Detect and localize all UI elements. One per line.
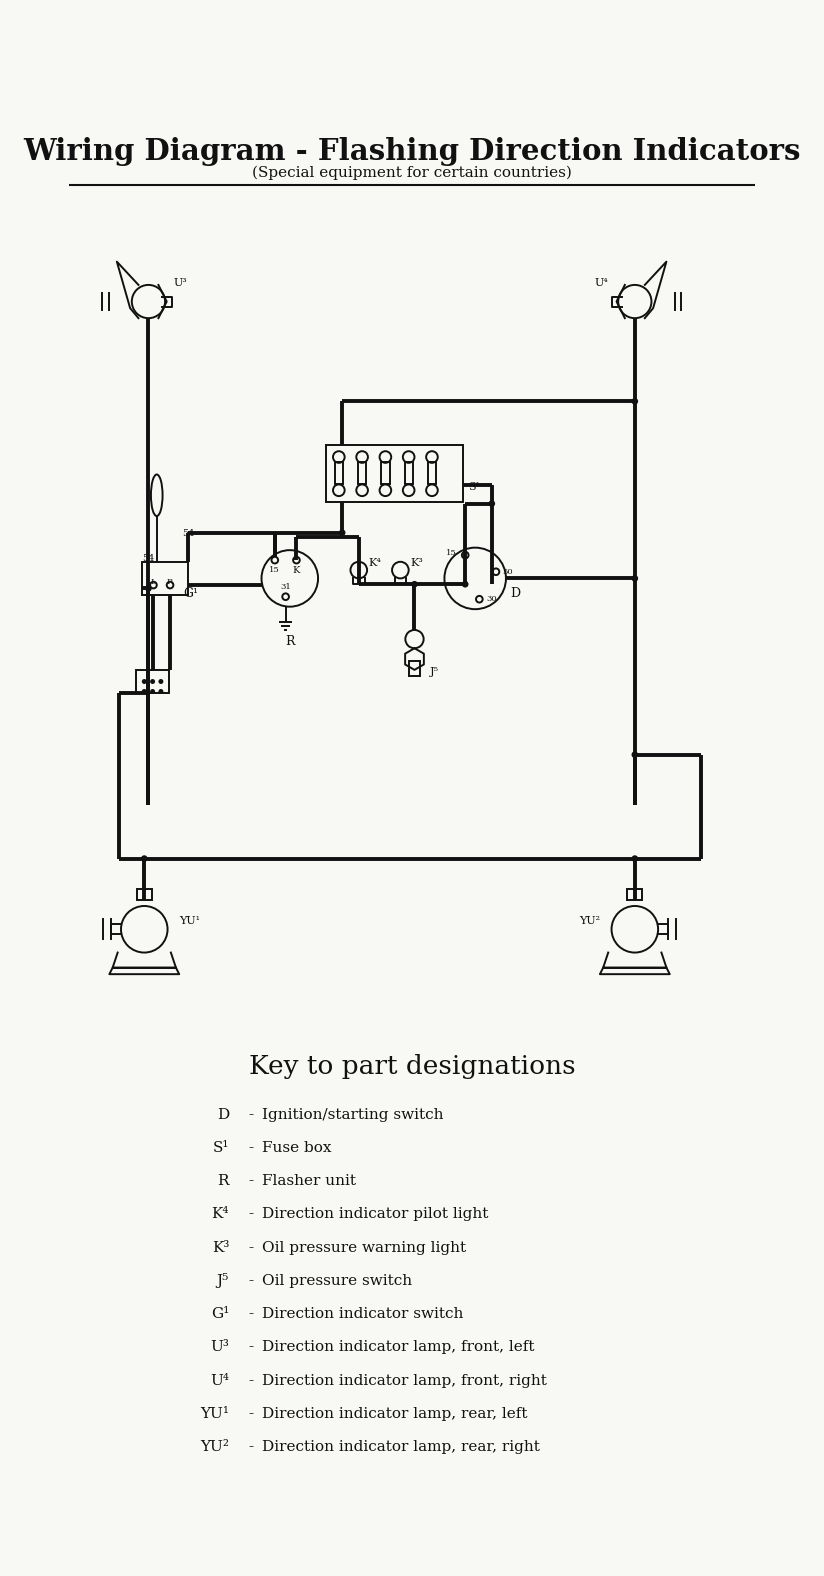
Text: -: - bbox=[248, 1307, 253, 1321]
Circle shape bbox=[339, 530, 345, 536]
Text: 15: 15 bbox=[446, 550, 456, 558]
Text: 50: 50 bbox=[502, 567, 513, 575]
Text: -: - bbox=[248, 1240, 253, 1254]
Text: J⁵: J⁵ bbox=[217, 1273, 229, 1289]
Bar bbox=[325, 446, 463, 501]
Circle shape bbox=[158, 689, 163, 693]
Text: Fuse box: Fuse box bbox=[262, 1141, 332, 1155]
Text: -: - bbox=[248, 1207, 253, 1221]
Bar bbox=[428, 462, 436, 484]
Text: U³: U³ bbox=[173, 279, 187, 288]
Bar bbox=[136, 670, 169, 693]
Text: Wiring Diagram - Flashing Direction Indicators: Wiring Diagram - Flashing Direction Indi… bbox=[23, 137, 801, 167]
Text: R: R bbox=[285, 635, 294, 648]
Text: U⁴: U⁴ bbox=[594, 279, 608, 288]
Text: Direction indicator lamp, rear, right: Direction indicator lamp, rear, right bbox=[262, 1440, 541, 1455]
Text: -: - bbox=[248, 1440, 253, 1455]
Text: K⁴: K⁴ bbox=[369, 558, 382, 569]
Text: D: D bbox=[510, 586, 520, 600]
Text: J⁵: J⁵ bbox=[429, 667, 438, 676]
Text: G¹: G¹ bbox=[211, 1307, 229, 1321]
Text: YU¹: YU¹ bbox=[179, 916, 200, 927]
Circle shape bbox=[158, 679, 163, 684]
Text: -: - bbox=[248, 1273, 253, 1288]
Circle shape bbox=[411, 582, 418, 588]
Circle shape bbox=[462, 582, 469, 588]
Text: YU²: YU² bbox=[200, 1440, 229, 1455]
Text: -: - bbox=[248, 1407, 253, 1422]
Bar bbox=[335, 462, 343, 484]
Text: R: R bbox=[218, 1174, 229, 1188]
Circle shape bbox=[631, 856, 638, 862]
Text: D: D bbox=[217, 1108, 229, 1122]
Text: S¹: S¹ bbox=[213, 1141, 229, 1155]
Bar bbox=[358, 462, 367, 484]
Bar bbox=[405, 462, 413, 484]
Text: K³: K³ bbox=[410, 558, 424, 569]
Circle shape bbox=[141, 856, 147, 862]
Text: K⁴: K⁴ bbox=[212, 1207, 229, 1221]
Text: 54: 54 bbox=[142, 553, 154, 563]
Bar bbox=[142, 561, 189, 596]
Text: Direction indicator switch: Direction indicator switch bbox=[262, 1307, 464, 1321]
Text: Key to part designations: Key to part designations bbox=[249, 1054, 575, 1080]
Circle shape bbox=[489, 500, 495, 507]
Text: 30: 30 bbox=[487, 596, 498, 604]
Text: L: L bbox=[151, 578, 157, 586]
Text: K³: K³ bbox=[212, 1240, 229, 1254]
Circle shape bbox=[631, 399, 638, 405]
Text: -: - bbox=[248, 1141, 253, 1155]
Text: Oil pressure warning light: Oil pressure warning light bbox=[262, 1240, 466, 1254]
Circle shape bbox=[142, 679, 147, 684]
Bar bbox=[137, 889, 152, 900]
Text: 15: 15 bbox=[269, 566, 280, 574]
Circle shape bbox=[150, 689, 155, 693]
Text: Ignition/starting switch: Ignition/starting switch bbox=[262, 1108, 444, 1122]
Text: R: R bbox=[167, 578, 173, 586]
Circle shape bbox=[631, 752, 638, 758]
Text: Direction indicator lamp, rear, left: Direction indicator lamp, rear, left bbox=[262, 1407, 528, 1422]
Text: Oil pressure switch: Oil pressure switch bbox=[262, 1273, 413, 1288]
Text: -: - bbox=[248, 1374, 253, 1388]
Text: 31: 31 bbox=[280, 583, 291, 591]
Text: Direction indicator pilot light: Direction indicator pilot light bbox=[262, 1207, 489, 1221]
Text: -: - bbox=[248, 1108, 253, 1122]
Bar bbox=[627, 889, 642, 900]
Circle shape bbox=[150, 679, 155, 684]
Circle shape bbox=[145, 585, 152, 591]
Text: YU²: YU² bbox=[578, 916, 600, 927]
Text: Direction indicator lamp, front, left: Direction indicator lamp, front, left bbox=[262, 1341, 535, 1354]
Text: S¹: S¹ bbox=[468, 482, 480, 492]
Text: K: K bbox=[293, 566, 300, 575]
Circle shape bbox=[142, 689, 147, 693]
Bar bbox=[382, 462, 390, 484]
Text: -: - bbox=[248, 1174, 253, 1188]
Text: Flasher unit: Flasher unit bbox=[262, 1174, 356, 1188]
Text: U³: U³ bbox=[210, 1341, 229, 1354]
Text: U⁴: U⁴ bbox=[210, 1374, 229, 1388]
Text: 54: 54 bbox=[182, 528, 194, 537]
Bar bbox=[409, 660, 420, 676]
Text: G¹: G¹ bbox=[184, 586, 199, 600]
Text: -: - bbox=[248, 1341, 253, 1354]
Text: YU¹: YU¹ bbox=[200, 1407, 229, 1422]
Circle shape bbox=[631, 575, 638, 582]
Text: (Special equipment for certain countries): (Special equipment for certain countries… bbox=[252, 165, 572, 180]
Text: Direction indicator lamp, front, right: Direction indicator lamp, front, right bbox=[262, 1374, 547, 1388]
